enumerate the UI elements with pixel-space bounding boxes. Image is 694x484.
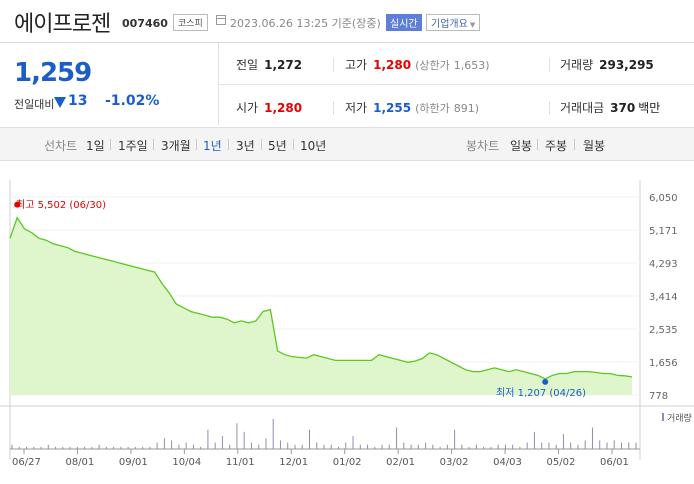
cell-divider: [549, 58, 550, 72]
lower-limit-value: 891): [453, 102, 480, 115]
x-tick-label: 06/27: [12, 457, 41, 468]
diff-rate: -1.02%: [105, 93, 160, 109]
x-tick-label: 01/02: [333, 457, 362, 468]
diff-value: 13: [68, 93, 88, 109]
tab-5y[interactable]: 5년: [268, 139, 287, 153]
price-area-fill: [10, 217, 632, 395]
x-tick-label: 12/01: [279, 457, 308, 468]
lower-limit-label: (하한가: [415, 102, 450, 115]
header-divider: [0, 42, 694, 43]
prev-close-label: 전일: [236, 58, 259, 72]
price-chart: 6,050 5,171 4,293 3,414 2,535 1,656 778 최고 5,50…: [0, 160, 694, 480]
current-price: 1,259: [14, 58, 92, 88]
trade-amount: 거래대금 370 백만: [560, 99, 660, 116]
x-tick-label: 09/01: [119, 457, 148, 468]
tab-daily-candle[interactable]: 일봉: [510, 139, 533, 153]
high-label: 최고 5,502 (06/30): [16, 199, 106, 211]
tab-3m[interactable]: 3개월: [161, 139, 191, 153]
y-tick-label: 1,656: [649, 358, 678, 369]
tab-divider: [153, 139, 154, 150]
upper-limit-label: (상한가: [415, 59, 450, 72]
x-tick-label: 04/03: [493, 457, 522, 468]
volume-value: 293,295: [599, 58, 654, 72]
stock-header: 에이프로젠 007460 코스피 2023.06.26 13:25 기준(장중)…: [0, 0, 694, 44]
low-label: 최저 1,207 (04/26): [496, 387, 586, 399]
tab-1w[interactable]: 1주일: [118, 139, 148, 153]
company-name: 에이프로젠: [14, 12, 111, 37]
tab-monthly-candle[interactable]: 월봉: [583, 139, 606, 153]
high-marker: [14, 201, 21, 208]
quote-row-divider: [218, 84, 694, 85]
volume: 거래량 293,295: [560, 56, 654, 73]
market-badge: 코스피: [173, 14, 208, 31]
low-label: 저가: [345, 101, 368, 115]
price-line: [9, 216, 633, 380]
open-price: 시가 1,280: [236, 99, 302, 116]
y-tick-label: 6,050: [649, 193, 678, 204]
y-tick-label: 2,535: [649, 325, 678, 336]
diff-label: 전일대비: [14, 98, 55, 111]
open-value: 1,280: [264, 101, 303, 115]
company-overview-dropdown[interactable]: 기업개요 ▼: [426, 14, 481, 31]
tab-1y[interactable]: 1년: [203, 139, 222, 153]
y-tick-label: 3,414: [649, 292, 678, 303]
upper-limit-value: 1,653): [453, 59, 490, 72]
low-marker: [542, 378, 549, 385]
x-tick-label: 08/01: [65, 457, 94, 468]
y-tick-label: 778: [649, 391, 668, 402]
tab-divider: [293, 139, 294, 150]
low-value: 1,255: [373, 101, 412, 115]
chart-period-tabs: 선차트 1일 1주일 3개월 1년 3년 5년 10년 봉차트 일봉 주봉 월봉: [0, 127, 694, 161]
prev-close-value: 1,272: [264, 58, 303, 72]
tab-3y[interactable]: 3년: [236, 139, 255, 153]
realtime-button[interactable]: 실시간: [386, 14, 422, 31]
tab-10y[interactable]: 10년: [300, 139, 327, 153]
amount-label: 거래대금: [560, 101, 605, 115]
volume-legend-swatch: [662, 413, 664, 421]
down-arrow-icon: [54, 97, 66, 108]
company-overview-label: 기업개요: [431, 19, 468, 30]
high-price: 고가 1,280 (상한가 1,653): [345, 56, 490, 73]
tab-divider: [261, 139, 262, 150]
prev-close: 전일 1,272: [236, 56, 302, 73]
x-tick-label: 06/01: [600, 457, 629, 468]
chevron-down-icon: ▼: [469, 21, 476, 29]
open-label: 시가: [236, 101, 259, 115]
tab-divider: [228, 139, 229, 150]
y-tick-label: 5,171: [649, 226, 678, 237]
cell-divider: [333, 101, 334, 115]
line-chart-label: 선차트: [44, 139, 78, 153]
tab-divider: [196, 139, 197, 150]
y-tick-label: 4,293: [649, 259, 678, 270]
x-tick-label: 05/02: [547, 457, 576, 468]
volume-label: 거래량: [560, 58, 594, 72]
x-tick-label: 02/01: [386, 457, 415, 468]
tab-weekly-candle[interactable]: 주봉: [545, 139, 568, 153]
cell-divider: [333, 58, 334, 72]
tab-divider: [537, 139, 538, 150]
x-tick-label: 03/02: [440, 457, 469, 468]
tab-1d[interactable]: 1일: [86, 139, 105, 153]
price-chart-svg: 6,050 5,171 4,293 3,414 2,535 1,656 778 최고 5,50…: [0, 180, 694, 468]
quote-timestamp: 2023.06.26 13:25 기준(장중): [230, 17, 381, 30]
stock-code: 007460: [122, 17, 168, 30]
tab-divider: [110, 139, 111, 150]
x-tick-label: 10/04: [172, 457, 201, 468]
tab-divider: [574, 139, 575, 150]
volume-legend-label: 거래량: [667, 412, 692, 424]
amount-unit: 백만: [638, 101, 661, 115]
amount-value: 370: [610, 101, 636, 115]
cell-divider: [549, 101, 550, 115]
calendar-icon: [216, 15, 226, 25]
candle-chart-label: 봉차트: [466, 139, 500, 153]
high-value: 1,280: [373, 58, 412, 72]
x-tick-label: 11/01: [226, 457, 255, 468]
high-label: 고가: [345, 58, 368, 72]
low-price: 저가 1,255 (하한가 891): [345, 99, 479, 116]
